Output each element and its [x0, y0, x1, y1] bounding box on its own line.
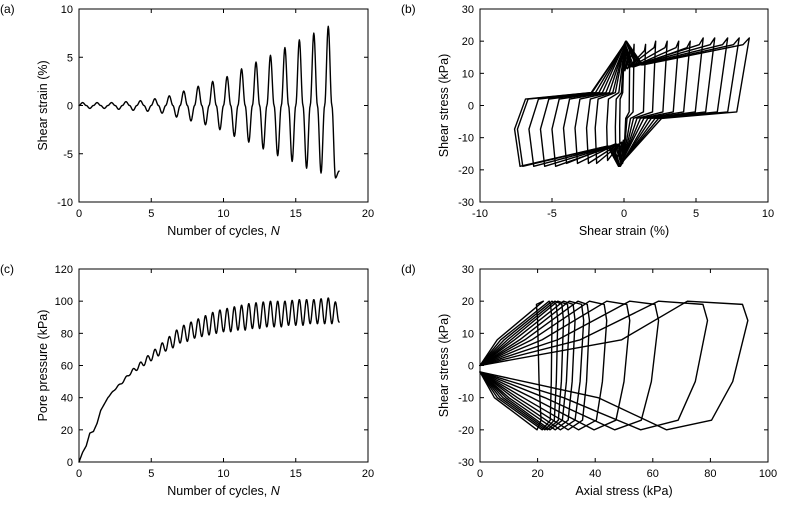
stress-path-loop	[479, 300, 709, 431]
chart-panel-d: 0 20 40 60 80 100 -30 -20 -10 0 10 20 30 Axial stress…	[401, 262, 777, 498]
x-tick-label: 5	[148, 468, 154, 480]
y-tick-label: 20	[462, 36, 474, 48]
series-line-pore-pressure	[78, 297, 340, 463]
x-tick-label: 60	[647, 468, 659, 480]
x-tick-label: 20	[362, 468, 374, 480]
stress-path-loop	[479, 300, 553, 431]
y-tick-label: 0	[468, 101, 474, 113]
stress-path-loop	[479, 300, 608, 431]
x-tick-label: -5	[547, 208, 557, 220]
stress-path-loop	[479, 300, 660, 431]
plot-frame	[479, 268, 769, 463]
x-tick-label: 15	[290, 208, 302, 220]
y-tick-label: 0	[67, 101, 73, 113]
x-tick-label: 5	[148, 208, 154, 220]
x-axis-label: Number of cycles, N	[167, 224, 281, 238]
y-tick-label: 30	[462, 264, 474, 276]
x-tick-label: 5	[693, 208, 699, 220]
y-axis-label: Shear stress (kPa)	[437, 54, 451, 158]
panel-label: (a)	[0, 2, 15, 16]
panel-label: (d)	[401, 262, 416, 276]
y-tick-label: -10	[458, 133, 474, 145]
y-tick-label: -5	[63, 149, 73, 161]
x-tick-label: 0	[477, 468, 483, 480]
x-tick-label: 10	[217, 468, 229, 480]
y-axis-label: Shear stress (kPa)	[437, 314, 451, 418]
y-axis-label: Shear strain (%)	[36, 60, 50, 150]
chart-panel-b: -10 -5 0 5 10 -30 -20 -10 0 10 20 30 Shear strain (%…	[401, 2, 774, 238]
x-tick-label: -10	[472, 208, 488, 220]
x-tick-label: 10	[762, 208, 774, 220]
y-axis-label: Pore pressure (kPa)	[36, 310, 50, 422]
stress-path-loop	[479, 300, 631, 431]
chart-panel-c: 0 5 10 15 20 0 20 40 60 80 100 120 Number of cycles,…	[0, 262, 374, 498]
x-axis-label: Number of cycles, N	[167, 484, 281, 498]
y-tick-label: 80	[61, 328, 73, 340]
y-tick-label: -30	[458, 457, 474, 469]
y-tick-label: -20	[458, 165, 474, 177]
y-tick-label: -10	[458, 393, 474, 405]
y-tick-label: -20	[458, 425, 474, 437]
series-line-shear-strain	[78, 25, 340, 179]
y-tick-label: -10	[57, 197, 73, 209]
y-tick-label: 10	[61, 4, 73, 16]
x-tick-label: 0	[76, 468, 82, 480]
x-tick-label: 20	[531, 468, 543, 480]
x-axis-label-variable: N	[271, 224, 281, 238]
x-axis-label-variable: N	[271, 484, 281, 498]
y-tick-label: 5	[67, 52, 73, 64]
hysteresis-loop	[513, 37, 750, 167]
x-tick-label: 10	[217, 208, 229, 220]
stress-path-loop	[479, 300, 749, 431]
y-tick-label: -30	[458, 197, 474, 209]
y-tick-label: 120	[55, 264, 73, 276]
panel-label: (c)	[0, 262, 14, 276]
y-tick-label: 10	[462, 328, 474, 340]
x-tick-label: 20	[362, 208, 374, 220]
y-tick-label: 10	[462, 68, 474, 80]
stress-path-loop	[479, 300, 585, 431]
y-tick-label: 30	[462, 4, 474, 16]
y-tick-label: 20	[462, 296, 474, 308]
y-tick-label: 0	[67, 457, 73, 469]
y-tick-label: 20	[61, 425, 73, 437]
stress-path-loop	[479, 300, 591, 431]
x-tick-label: 40	[589, 468, 601, 480]
x-tick-label: 0	[621, 208, 627, 220]
x-tick-label: 100	[759, 468, 777, 480]
y-tick-label: 60	[61, 361, 73, 373]
x-tick-label: 80	[704, 468, 716, 480]
panel-label: (b)	[401, 2, 416, 16]
y-tick-label: 0	[468, 361, 474, 373]
x-axis-label: Axial stress (kPa)	[575, 484, 672, 498]
stress-path-loop	[479, 300, 570, 431]
y-tick-label: 40	[61, 393, 73, 405]
plot-frame	[78, 268, 369, 463]
y-tick-label: 100	[55, 296, 73, 308]
x-tick-label: 15	[290, 468, 302, 480]
x-tick-label: 0	[76, 208, 82, 220]
chart-panel-a: 0 5 10 15 20 -10 -5 0 5 10 Number of cycles, N Shea…	[0, 2, 374, 238]
x-axis-label: Shear strain (%)	[579, 224, 669, 238]
stress-path-loop	[479, 300, 576, 431]
